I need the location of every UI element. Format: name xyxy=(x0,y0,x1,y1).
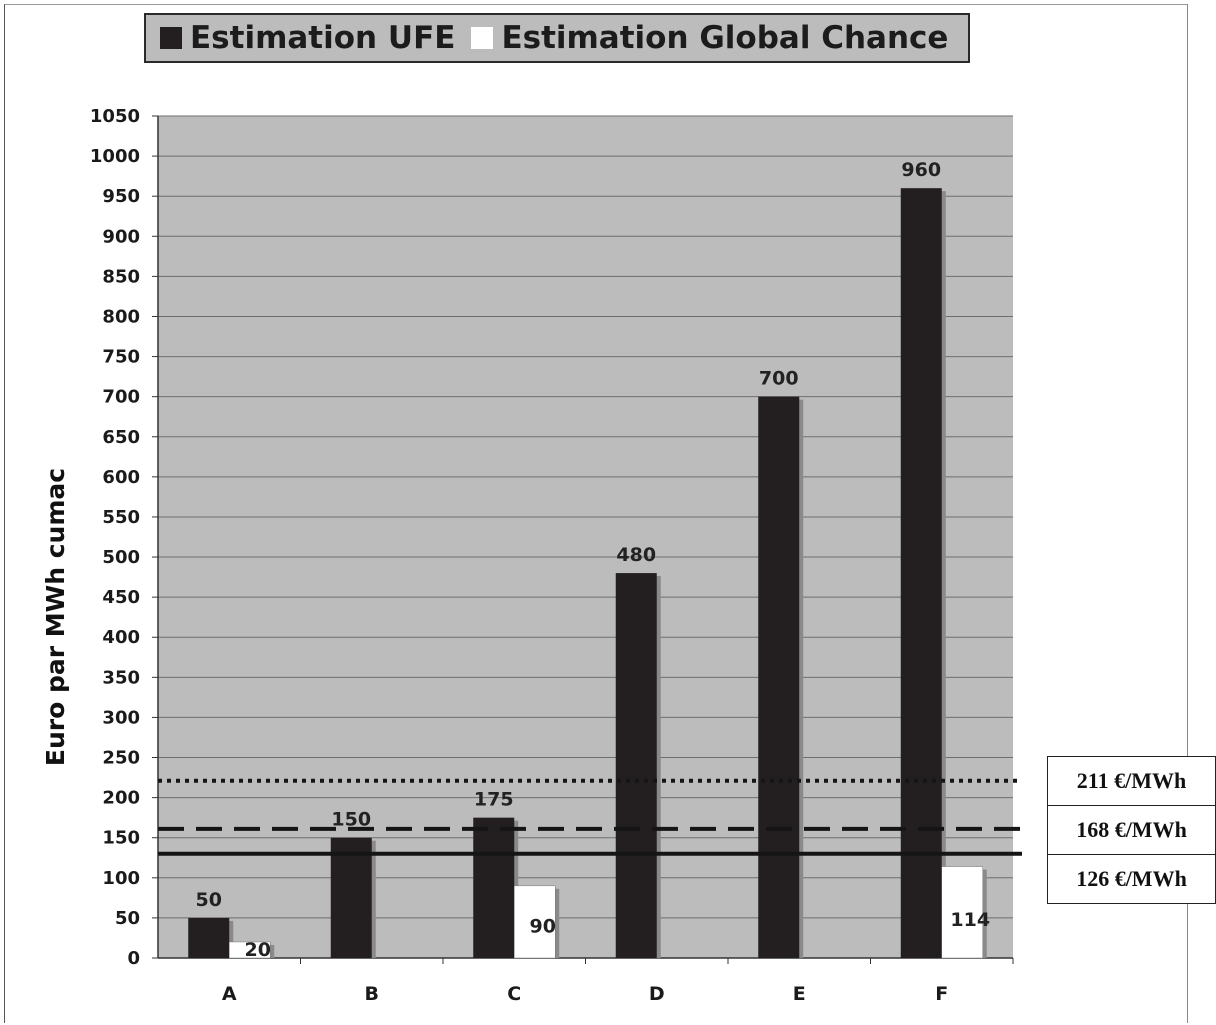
reference-label-dotted: 211 €/MWh xyxy=(1047,756,1216,806)
y-tick-label: 900 xyxy=(102,226,140,247)
legend-swatch-global-chance xyxy=(471,27,494,49)
data-label-ufe: 480 xyxy=(616,544,656,566)
legend-label-global-chance: Estimation Global Chance xyxy=(501,20,949,56)
reference-label-dashed: 168 €/MWh xyxy=(1047,805,1216,855)
y-tick-label: 450 xyxy=(102,587,140,608)
bar-global-chance xyxy=(941,866,983,959)
bar-ufe xyxy=(900,188,942,958)
y-tick-label: 850 xyxy=(102,266,140,287)
bar-ufe xyxy=(188,917,230,958)
y-tick-label: 700 xyxy=(102,387,140,408)
legend-item-global-chance: Estimation Global Chance xyxy=(471,20,948,56)
y-tick-label: 250 xyxy=(102,748,140,769)
bar-global-chance xyxy=(229,941,271,959)
y-tick-label: 50 xyxy=(115,908,140,929)
data-label-ufe: 175 xyxy=(474,789,514,811)
y-tick-label: 350 xyxy=(102,667,140,688)
x-tick-label: E xyxy=(793,983,806,1005)
x-tick-label: D xyxy=(649,983,665,1005)
bar-ufe xyxy=(473,817,515,958)
y-tick-label: 750 xyxy=(102,347,140,368)
y-axis-title: Euro par MWh cumac xyxy=(41,468,70,766)
y-tick-label: 650 xyxy=(102,427,140,448)
x-tick-label: F xyxy=(935,983,948,1005)
bar-global-chance xyxy=(514,885,556,959)
x-tick-label: C xyxy=(507,983,521,1005)
bar-ufe xyxy=(758,396,800,959)
bar-ufe xyxy=(330,837,372,958)
chart-frame xyxy=(4,4,1188,1023)
data-label-global-chance: 20 xyxy=(245,939,271,961)
data-label-global-chance: 90 xyxy=(530,916,556,938)
x-tick-label: B xyxy=(365,983,379,1005)
y-tick-label: 1000 xyxy=(90,146,140,167)
data-label-ufe: 150 xyxy=(331,809,371,831)
data-label-ufe: 960 xyxy=(901,159,941,181)
y-tick-label: 0 xyxy=(127,948,140,969)
y-tick-label: 300 xyxy=(102,707,140,728)
plot-area xyxy=(158,116,1013,958)
y-tick-label: 500 xyxy=(102,547,140,568)
legend-item-ufe: Estimation UFE xyxy=(160,20,455,56)
y-tick-label: 400 xyxy=(102,627,140,648)
y-tick-label: 200 xyxy=(102,788,140,809)
reference-label-solid: 126 €/MWh xyxy=(1047,854,1216,904)
x-tick-label: A xyxy=(222,983,237,1005)
legend-swatch-ufe xyxy=(160,27,182,49)
y-tick-label: 800 xyxy=(102,306,140,327)
y-tick-label: 550 xyxy=(102,507,140,528)
y-tick-label: 600 xyxy=(102,467,140,488)
y-tick-label: 1050 xyxy=(90,106,140,127)
data-label-global-chance: 114 xyxy=(950,909,990,931)
y-tick-label: 950 xyxy=(102,186,140,207)
data-label-ufe: 50 xyxy=(196,889,222,911)
chart-legend: Estimation UFE Estimation Global Chance xyxy=(144,13,970,63)
data-label-ufe: 700 xyxy=(759,368,799,390)
y-tick-label: 150 xyxy=(102,828,140,849)
bar-ufe xyxy=(615,573,657,958)
y-tick-label: 100 xyxy=(102,868,140,889)
legend-label-ufe: Estimation UFE xyxy=(190,20,456,56)
